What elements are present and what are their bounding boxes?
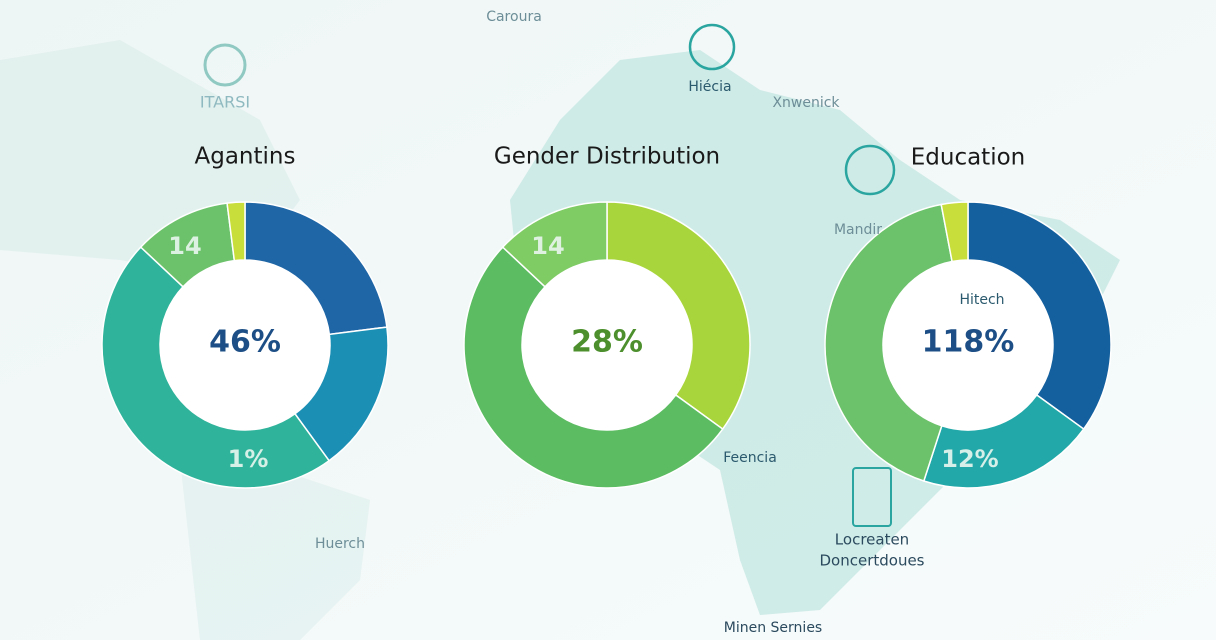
map-continent [510, 50, 1120, 615]
icon [844, 144, 896, 196]
segment-annotation: 12% [941, 445, 998, 473]
map-label: Mandir [834, 222, 882, 238]
donut-segment [463, 246, 724, 489]
icon [688, 23, 736, 71]
map-label: Hitech [959, 292, 1004, 308]
chart-title: Gender Distribution [494, 144, 720, 170]
map-label: Caroura [486, 9, 542, 25]
map-label: Doncertdoues [819, 552, 924, 570]
map-label: ITARSI [200, 93, 250, 112]
map-land [180, 460, 370, 640]
center-label: 28% [571, 325, 643, 360]
segment-annotation: 1% [228, 445, 269, 473]
map-label: Huerch [315, 536, 365, 552]
map-label: Feencia [723, 450, 777, 466]
chart-title: Education [911, 145, 1026, 171]
donut-hole [522, 260, 692, 430]
segment-annotation: 14 [531, 232, 564, 260]
chart-title: Agantins [195, 144, 296, 170]
center-label: 46% [209, 325, 281, 360]
donut-hole [160, 260, 330, 430]
map-label: Xnwenick [772, 95, 840, 111]
map-label: Hiécia [688, 79, 731, 95]
segment-annotation: 14 [168, 232, 201, 260]
donut-hole [883, 260, 1053, 430]
map-label: Minen Sernies [724, 620, 822, 636]
center-label: 118% [922, 325, 1015, 360]
icon [852, 467, 892, 527]
icon [203, 43, 247, 87]
map-label: Locreaten [835, 531, 909, 549]
